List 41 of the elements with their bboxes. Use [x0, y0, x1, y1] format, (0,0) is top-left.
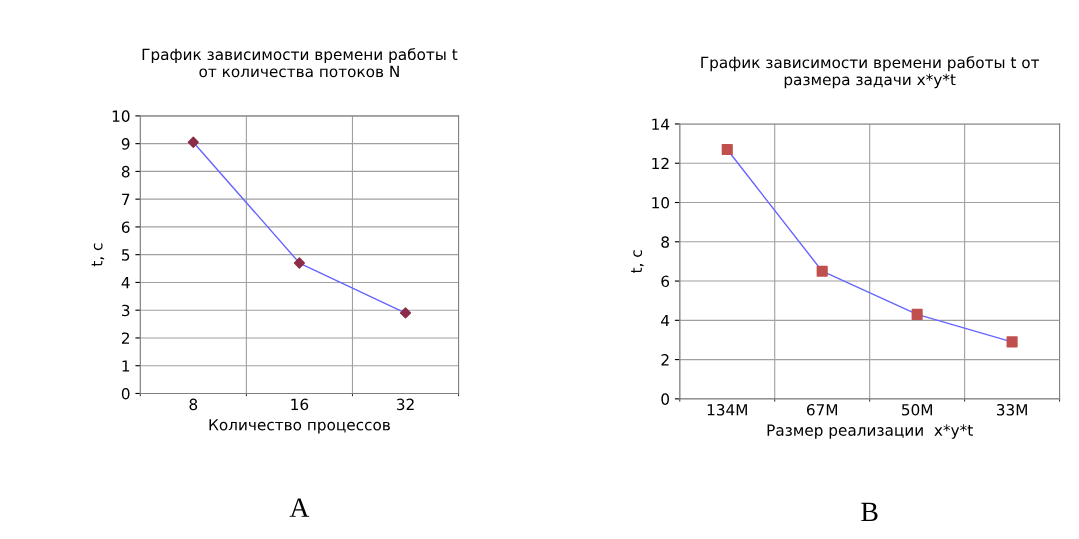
y-tick-label: 8 [121, 165, 130, 178]
y-axis-title: t, c [631, 250, 644, 274]
chart-title: График зависимости времени работы t от размера задачи x*y*t [701, 56, 1040, 89]
y-tick-label: 4 [661, 314, 670, 327]
y-tick-label: 14 [652, 118, 670, 130]
y-tick-label: 7 [122, 193, 130, 205]
y-tick-label: 5 [122, 249, 130, 261]
y-tick-label: 8 [661, 236, 669, 248]
y-tick-label: 6 [121, 221, 130, 233]
y-axis-title: t, c [91, 243, 105, 267]
x-tick-label: 134M [707, 403, 747, 416]
x-tick-label: 32 [396, 398, 414, 411]
chart-title: График зависимости времени работы t от количества потоков N [142, 48, 458, 78]
text: A [289, 498, 310, 517]
y-tick-label: 4 [121, 277, 130, 289]
x-tick-label: 16 [291, 398, 309, 411]
point [293, 257, 306, 269]
y-tick-label: 2 [661, 354, 669, 366]
point [187, 136, 199, 148]
point [1006, 336, 1018, 348]
y-tick-label: 10 [112, 110, 130, 122]
point [399, 307, 412, 319]
text: B [861, 502, 878, 522]
x-axis-title: Количество процессов [209, 419, 390, 434]
y-tick-label: 1 [122, 360, 130, 372]
point [911, 308, 923, 320]
point [816, 265, 828, 277]
point [721, 143, 733, 156]
x-axis-title: Размер реализации x*y*t [767, 424, 973, 439]
y-tick-label: 0 [121, 387, 130, 400]
y-tick-label: 2 [121, 332, 130, 344]
x-tick-label: 50M [902, 403, 932, 416]
x-tick-label: 67M [806, 403, 838, 416]
x-tick-label: 33M [996, 403, 1027, 416]
x-tick-label: 8 [189, 398, 198, 411]
y-tick-label: 9 [121, 138, 130, 150]
y-tick-label: 3 [121, 304, 130, 317]
y-tick-label: 10 [652, 196, 670, 209]
y-tick-label: 0 [661, 393, 670, 405]
y-tick-label: 12 [652, 157, 669, 170]
y-tick-label: 6 [661, 275, 670, 288]
